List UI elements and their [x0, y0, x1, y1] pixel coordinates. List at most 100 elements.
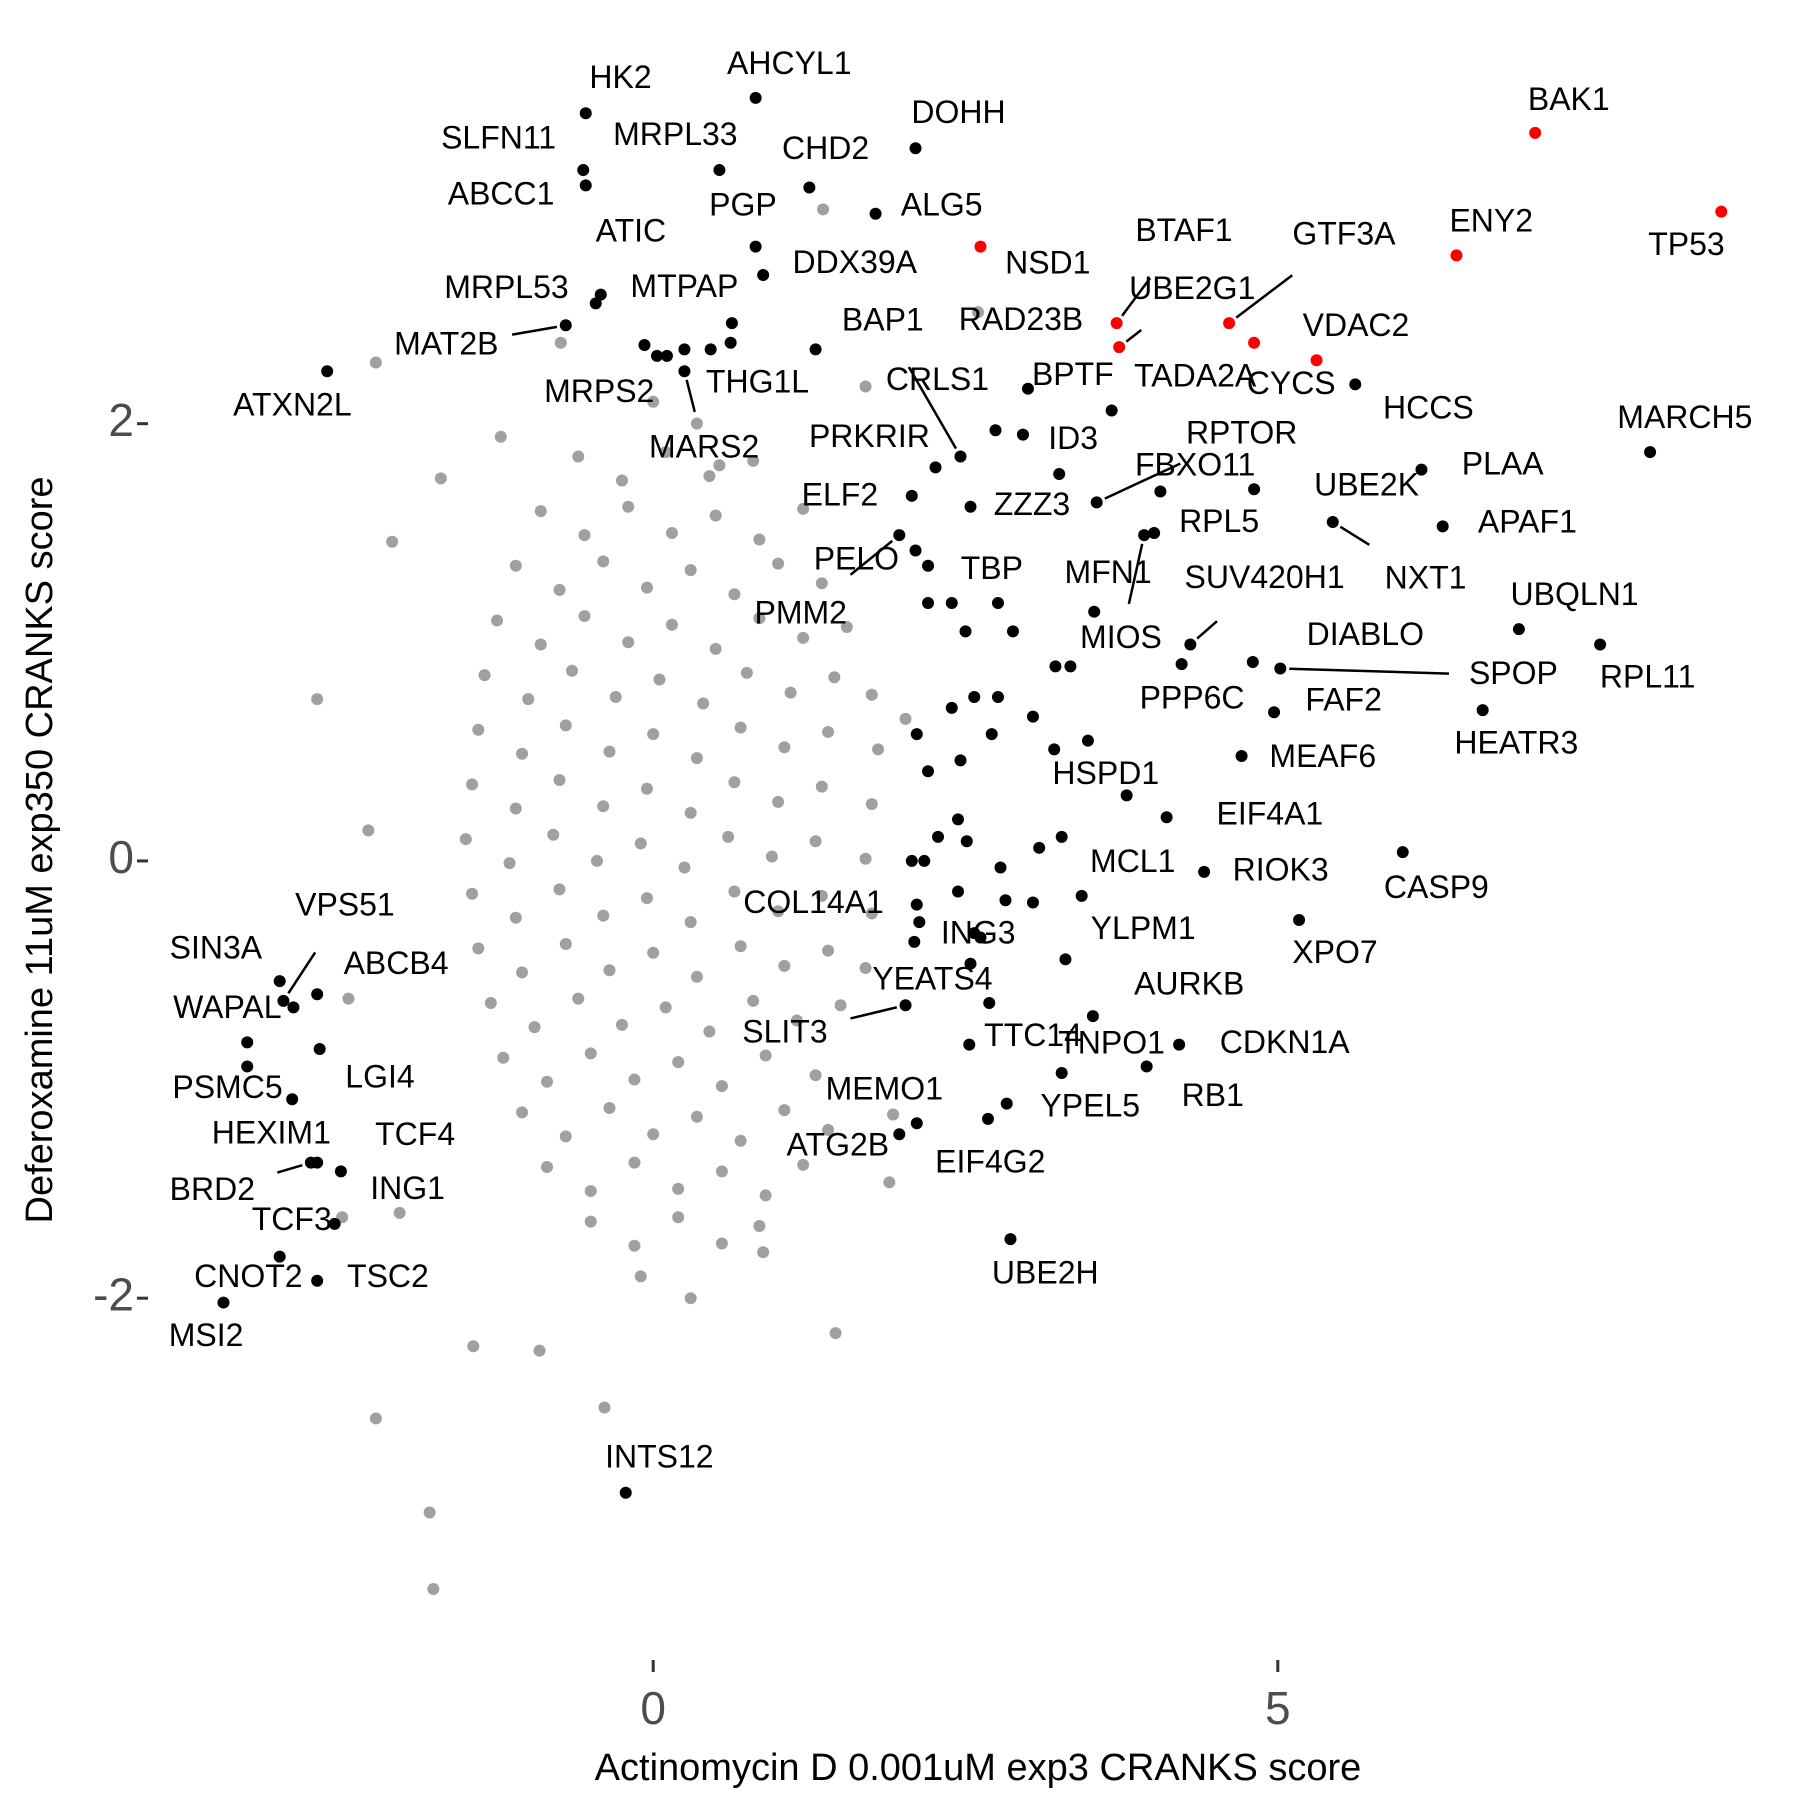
point	[672, 1056, 685, 1069]
point-label: PRKRIR	[809, 418, 930, 454]
point-label: SLIT3	[742, 1014, 827, 1050]
leader-line	[287, 951, 317, 995]
point-label: WAPAL	[173, 989, 281, 1025]
point	[509, 802, 522, 815]
point	[1086, 1010, 1099, 1023]
point-label: MRPL33	[613, 116, 738, 152]
point	[1450, 249, 1463, 262]
point	[865, 907, 878, 920]
point	[989, 424, 1002, 437]
point	[983, 997, 996, 1010]
point	[959, 625, 972, 638]
point	[534, 638, 547, 651]
point	[817, 203, 830, 216]
leader-line	[1121, 277, 1152, 317]
point	[822, 725, 835, 738]
point	[715, 1165, 728, 1178]
point	[709, 642, 722, 655]
point	[286, 1093, 299, 1106]
point	[757, 1246, 770, 1259]
point	[704, 343, 717, 356]
point	[273, 1250, 286, 1263]
point	[865, 688, 878, 701]
point-label: TTC14	[984, 1017, 1082, 1053]
point	[241, 1036, 254, 1049]
point	[1033, 841, 1046, 854]
point	[622, 500, 635, 513]
point	[597, 800, 610, 813]
point	[722, 830, 735, 843]
point	[640, 581, 653, 594]
point	[1138, 529, 1151, 542]
point-label: SPOP	[1469, 655, 1558, 691]
point-label: XPO7	[1292, 934, 1377, 970]
point-label: ING3	[941, 915, 1016, 951]
point	[273, 975, 286, 988]
point	[963, 1038, 976, 1051]
point	[753, 533, 766, 546]
point	[1476, 704, 1489, 717]
point	[1184, 638, 1197, 651]
point	[994, 861, 1007, 874]
point-label: TSC2	[347, 1258, 429, 1294]
point	[1064, 660, 1077, 673]
point	[1075, 889, 1088, 902]
point	[678, 343, 691, 356]
point	[952, 813, 965, 826]
point-label: RPTOR	[1186, 415, 1297, 451]
point	[287, 1001, 300, 1014]
point	[1512, 623, 1525, 636]
point-label: RAD23B	[959, 301, 1084, 337]
leader-line	[850, 1006, 898, 1020]
point	[964, 500, 977, 513]
point	[484, 997, 497, 1010]
point	[728, 776, 741, 789]
point	[945, 701, 958, 714]
point-label: LGI4	[345, 1059, 414, 1095]
point	[241, 1060, 254, 1073]
point	[491, 614, 504, 627]
point	[1120, 789, 1133, 802]
point	[972, 306, 984, 319]
point	[803, 181, 816, 194]
point-label: PLAA	[1462, 446, 1544, 482]
point	[1110, 317, 1123, 330]
point	[747, 994, 760, 1007]
point	[759, 1189, 772, 1202]
point-label: UBQLN1	[1511, 576, 1639, 612]
point	[909, 142, 922, 155]
point	[1349, 378, 1362, 391]
leader-line	[849, 539, 894, 576]
point	[434, 472, 447, 485]
point	[304, 1156, 317, 1169]
point-label: YLPM1	[1091, 910, 1196, 946]
point	[797, 631, 810, 644]
point	[640, 892, 653, 905]
point	[678, 365, 691, 378]
point	[809, 1069, 822, 1082]
point-label: ABCB4	[344, 945, 449, 981]
point-label: YPEL5	[1040, 1088, 1140, 1124]
point	[734, 1134, 747, 1147]
point-label: AHCYL1	[727, 45, 852, 81]
point	[981, 1112, 994, 1125]
point	[1644, 446, 1657, 459]
point	[1105, 404, 1118, 417]
point	[991, 690, 1004, 703]
point	[778, 959, 791, 972]
point	[1004, 1233, 1017, 1246]
point	[615, 474, 628, 487]
point	[321, 365, 334, 378]
leader-line	[685, 379, 696, 413]
point	[615, 1018, 628, 1031]
point-label: COL14A1	[743, 884, 884, 920]
point	[690, 752, 703, 765]
point	[909, 544, 922, 557]
point	[478, 669, 491, 682]
point	[829, 1327, 842, 1340]
point-label: NXT1	[1385, 559, 1467, 595]
point	[999, 894, 1012, 907]
point-label: ATIC	[596, 213, 667, 249]
point	[772, 557, 785, 570]
point	[313, 1042, 326, 1055]
